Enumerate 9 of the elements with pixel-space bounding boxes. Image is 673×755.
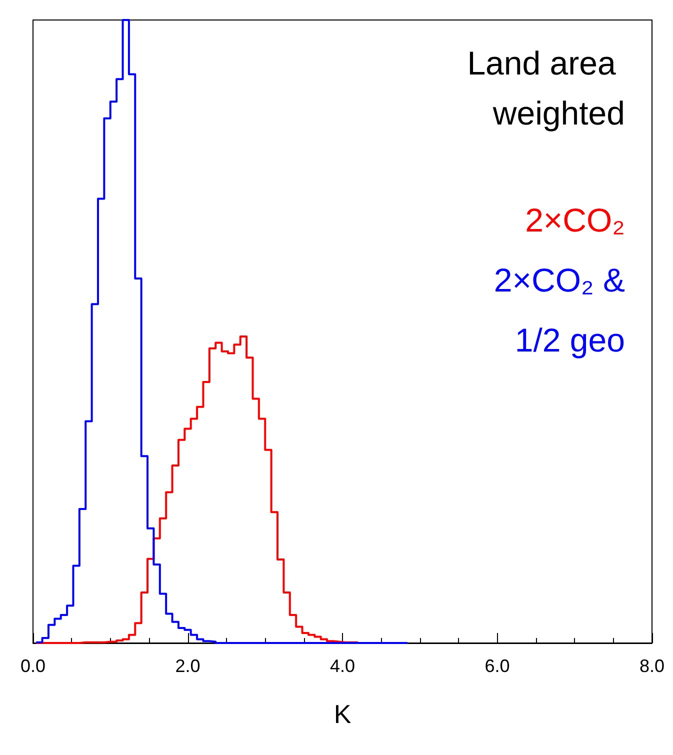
text: 2×CO₂ (525, 202, 625, 238)
text: 2×CO₂ & 1/2 geo (494, 262, 625, 358)
text: Land area weighted (467, 44, 625, 132)
x-tick-label: 2.0 (175, 656, 200, 676)
x-tick-label: 0.0 (20, 656, 46, 676)
x-tick-label: 6.0 (484, 656, 510, 676)
x-tick-label: 8.0 (639, 656, 665, 676)
x-axis-title: K (334, 699, 352, 729)
x-tick-label: 4.0 (330, 656, 356, 676)
